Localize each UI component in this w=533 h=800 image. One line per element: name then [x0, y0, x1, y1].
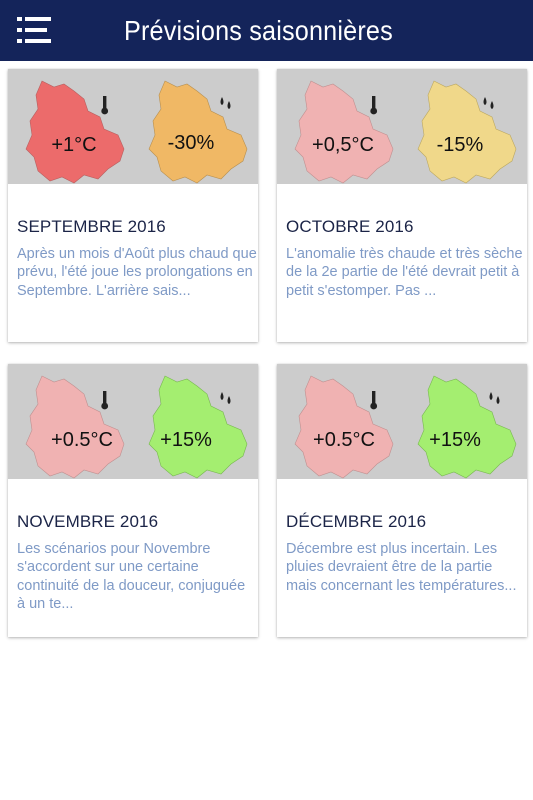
thermometer-icon: [370, 96, 378, 115]
card-month-title: SEPTEMBRE 2016: [17, 217, 166, 236]
rainfall-anomaly-label: +15%: [429, 429, 481, 451]
forecast-card-november[interactable]: +0.5°C +15% NOVEMBRE 2016 Les scénarios …: [8, 364, 258, 637]
card-month-title: DÉCEMBRE 2016: [286, 512, 427, 531]
region-map-rain: [148, 375, 248, 479]
card-excerpt: L'anomalie très chaude et très sèche de …: [286, 246, 523, 299]
raindrops-icon: [220, 392, 231, 404]
forecast-thumbnail: +0,5°C -15%: [277, 69, 527, 184]
app-header: Prévisions saisonnières: [0, 0, 533, 61]
forecast-card-december[interactable]: +0.5°C +15% DÉCEMBRE 2016 Décembre est p…: [277, 364, 527, 637]
thermometer-icon: [101, 391, 109, 410]
raindrops-icon: [483, 97, 494, 109]
region-map-rain: [417, 375, 517, 479]
region-map-temperature: [25, 375, 125, 479]
temperature-anomaly-label: +0,5°C: [312, 134, 374, 156]
temperature-anomaly-label: +1°C: [51, 134, 96, 156]
forecast-thumbnail: +0.5°C +15%: [277, 364, 527, 479]
forecast-card-september[interactable]: +1°C -30% SEPTEMBRE 2016 Après un mois d…: [8, 69, 258, 342]
thermometer-icon: [370, 391, 378, 410]
raindrops-icon: [489, 392, 500, 404]
temperature-anomaly-label: +0.5°C: [51, 429, 113, 451]
card-excerpt: Décembre est plus incertain. Les pluies …: [286, 541, 517, 594]
card-excerpt: Après un mois d'Août plus chaud que prév…: [17, 246, 257, 299]
temperature-anomaly-label: +0.5°C: [313, 429, 375, 451]
region-map-rain: [417, 80, 517, 184]
page-title: Prévisions saisonnières: [124, 15, 393, 46]
card-month-title: OCTOBRE 2016: [286, 217, 414, 236]
forecast-thumbnail: +1°C -30%: [8, 69, 258, 184]
forecast-thumbnail: +0.5°C +15%: [8, 364, 258, 479]
region-map-temperature: [294, 80, 394, 184]
rainfall-anomaly-label: +15%: [160, 429, 212, 451]
hamburger-menu-icon[interactable]: [14, 14, 54, 46]
rainfall-anomaly-label: -30%: [168, 132, 215, 154]
rainfall-anomaly-label: -15%: [437, 134, 484, 156]
region-map-rain: [148, 80, 248, 184]
thermometer-icon: [101, 96, 109, 115]
region-map-temperature: [294, 375, 394, 479]
card-excerpt: Les scénarios pour Novembre s'accordent …: [17, 541, 246, 612]
forecast-card-october[interactable]: +0,5°C -15% OCTOBRE 2016 L'anomalie très…: [277, 69, 527, 342]
raindrops-icon: [220, 97, 231, 109]
card-month-title: NOVEMBRE 2016: [17, 512, 159, 531]
region-map-temperature: [25, 80, 125, 184]
